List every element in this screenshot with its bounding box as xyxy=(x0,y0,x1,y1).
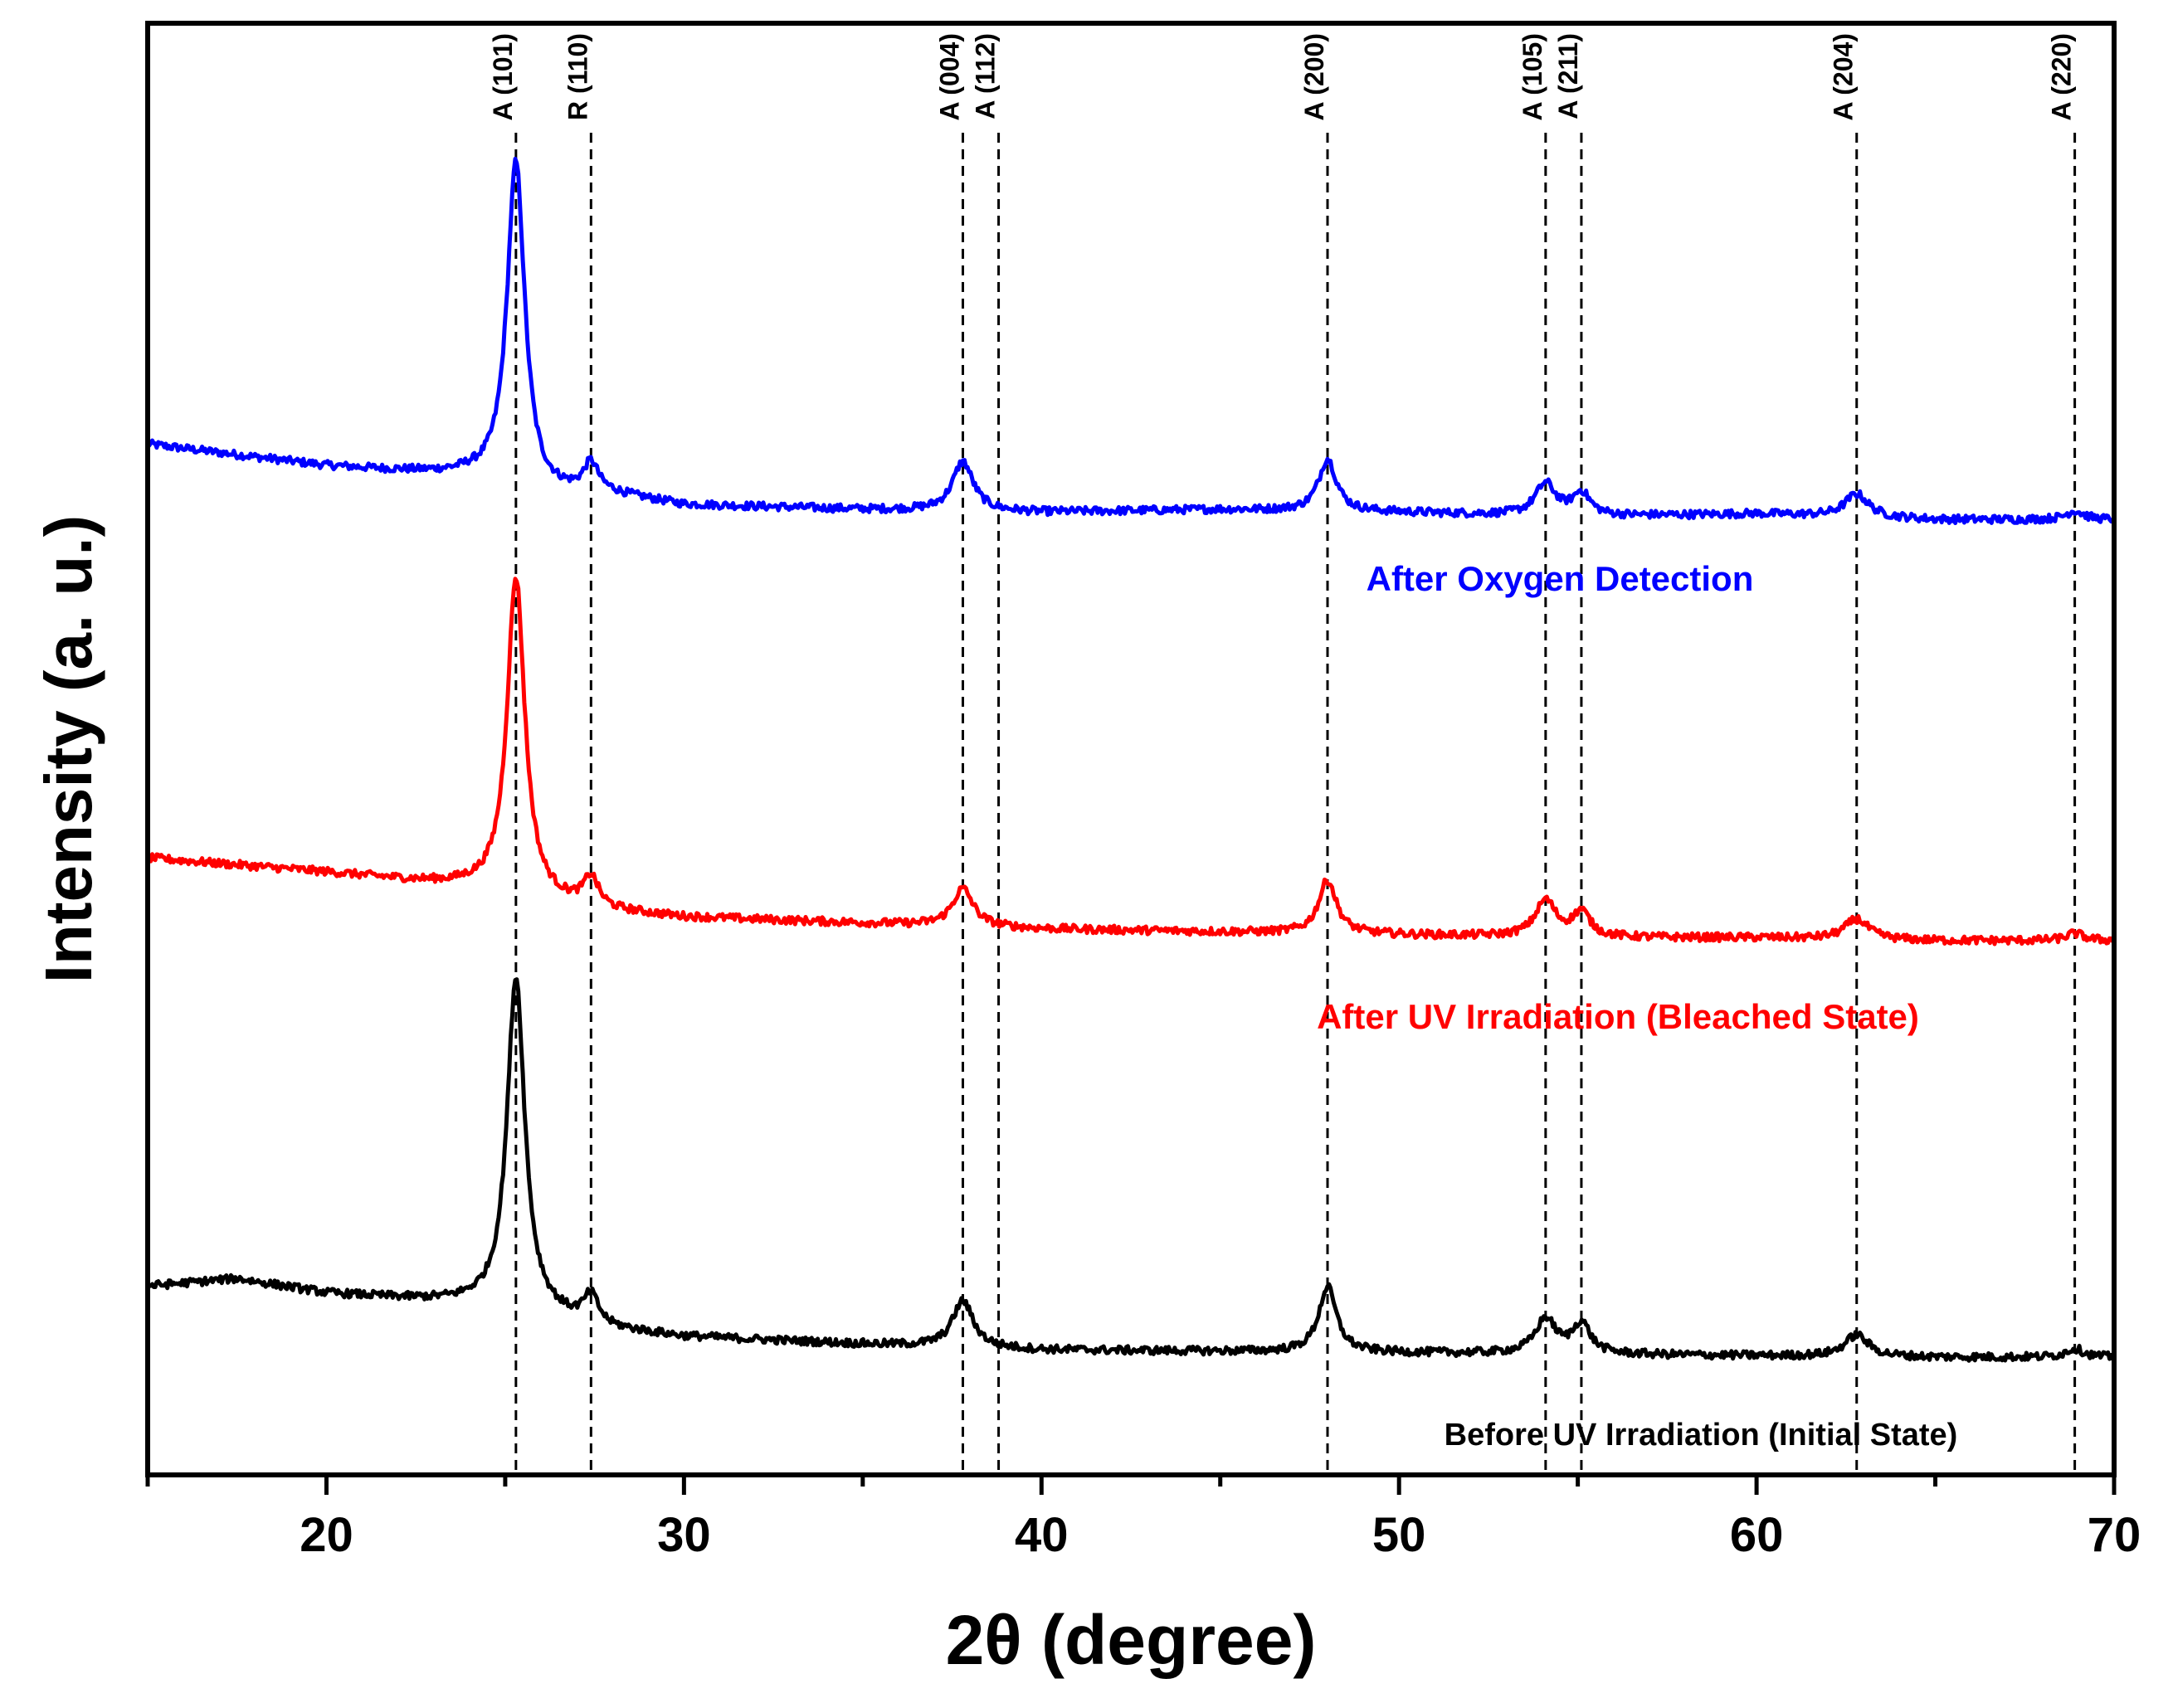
reference-peak-label: A (211) xyxy=(1553,33,1583,119)
reference-peak-label: A (101) xyxy=(488,33,518,121)
x-axis-tick-labels: 20 30 40 50 60 70 xyxy=(300,1508,2141,1562)
reference-peak-label: A (200) xyxy=(1299,33,1329,121)
reference-peak-label: A (004) xyxy=(934,33,964,121)
x-tick-label: 40 xyxy=(1015,1508,1069,1562)
series-label: After UV Irradiation (Bleached State) xyxy=(1317,997,1919,1036)
x-tick-label: 60 xyxy=(1730,1508,1784,1562)
reference-peak-lines xyxy=(514,133,2077,1475)
x-tick-label: 70 xyxy=(2088,1508,2141,1562)
series-line xyxy=(145,157,2117,525)
y-axis-label: Intensity (a. u.) xyxy=(32,515,105,984)
reference-peak-label: A (220) xyxy=(2047,33,2077,121)
series-label: After Oxygen Detection xyxy=(1367,559,1754,598)
reference-peak-label: A (105) xyxy=(1518,33,1547,121)
x-tick-label: 50 xyxy=(1372,1508,1426,1562)
x-axis-label: 2θ (degree) xyxy=(946,1601,1317,1679)
series-labels: After Oxygen Detection After UV Irradiati… xyxy=(1317,559,1957,1453)
reference-peak-label: R (110) xyxy=(563,33,592,120)
x-tick-label: 30 xyxy=(657,1508,711,1562)
plot-frame xyxy=(145,21,2117,1477)
series-label: Before UV Irradiation (Initial State) xyxy=(1445,1418,1958,1453)
series-line xyxy=(146,577,2116,946)
series-line xyxy=(146,977,2115,1363)
reference-peak-labels: A (101) R (110) A (004) A (112) A (200) A (10… xyxy=(488,33,2077,121)
series-curves xyxy=(145,157,2117,1363)
x-tick-label: 20 xyxy=(300,1508,353,1562)
x-axis-ticks xyxy=(145,1475,2117,1495)
reference-peak-label: A (204) xyxy=(1829,33,1859,121)
reference-peak-label: A (112) xyxy=(971,33,1001,119)
